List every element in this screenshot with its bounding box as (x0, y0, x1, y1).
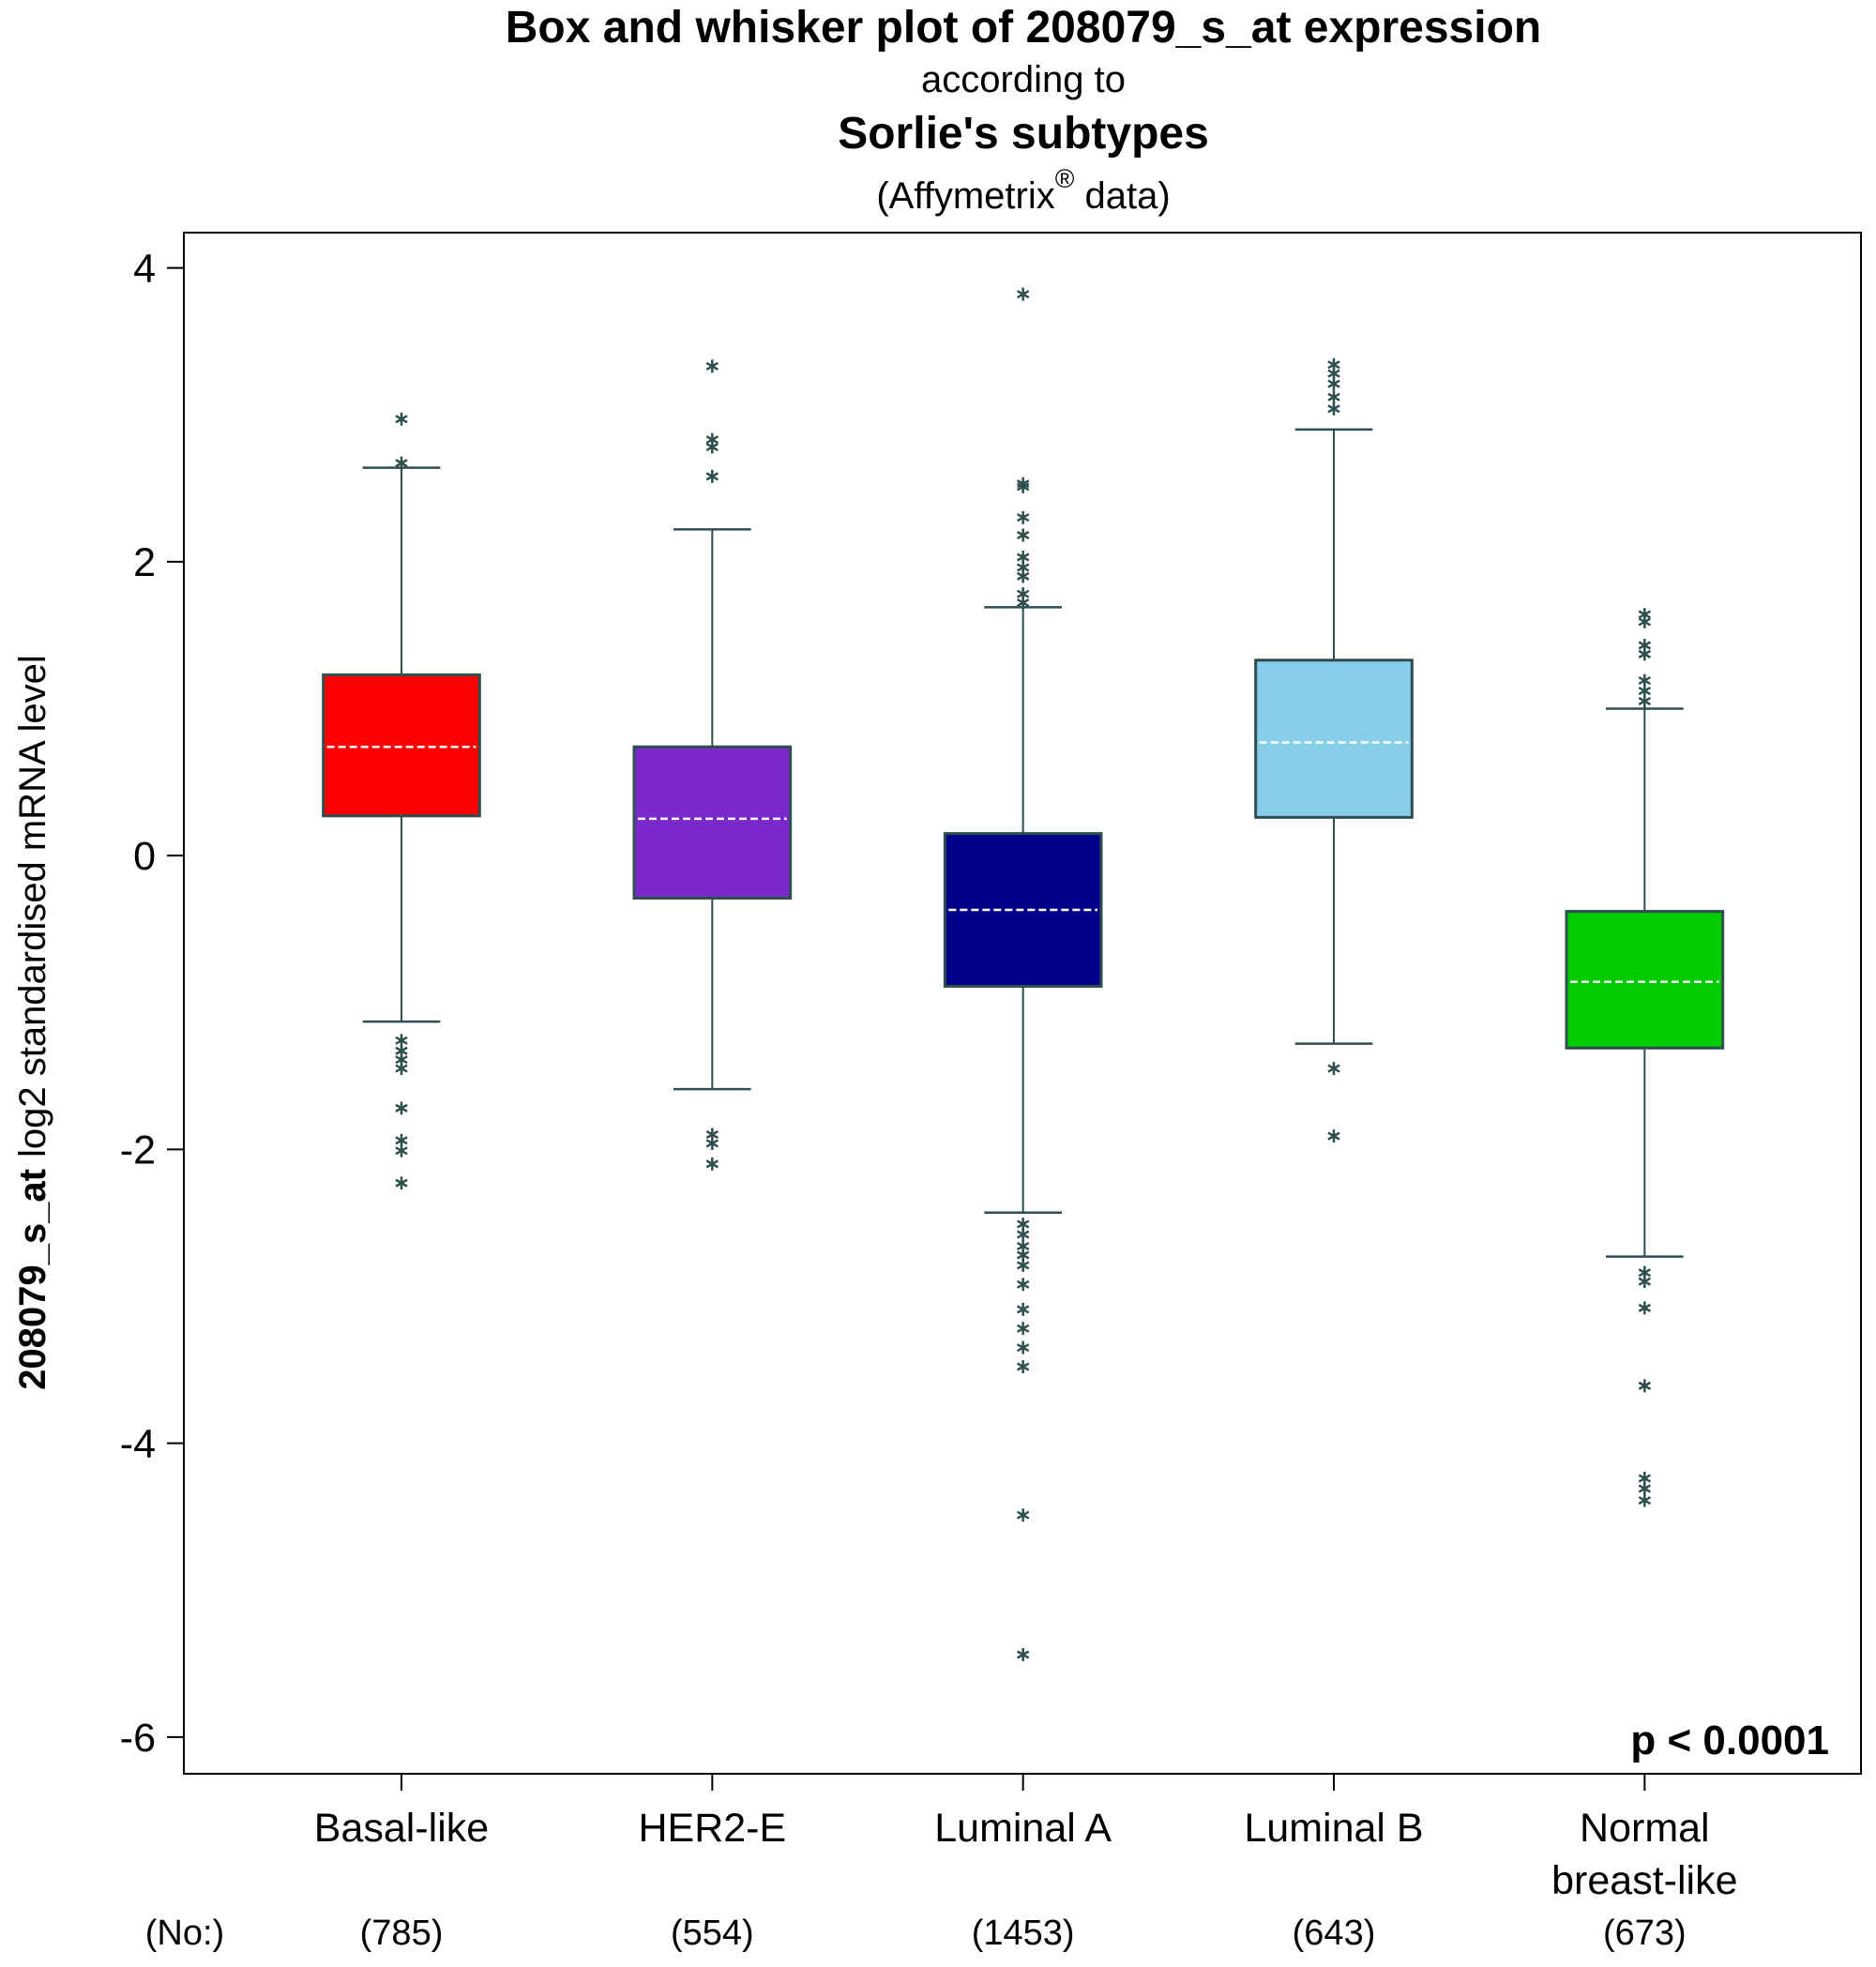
outlier (1638, 1379, 1652, 1393)
subtitle-part: data) (1074, 175, 1170, 217)
outlier (1016, 1360, 1030, 1374)
outlier (705, 1157, 719, 1171)
outlier (1016, 1228, 1030, 1242)
outlier (395, 1143, 408, 1158)
outlier (1638, 647, 1652, 661)
box (322, 673, 481, 818)
outlier (1327, 401, 1340, 416)
outlier (1016, 1648, 1030, 1661)
y-tick-label: 2 (133, 540, 156, 585)
y-tick-label: -4 (120, 1422, 156, 1467)
outlier (1327, 1062, 1340, 1076)
outlier (1016, 1508, 1030, 1522)
y-axis-label-text: log2 standardised mRNA level (12, 655, 53, 1158)
x-tick-label: Luminal B (1244, 1806, 1423, 1851)
outlier (395, 1176, 408, 1190)
x-tick-label: Basal-like (314, 1806, 489, 1851)
counts-label: (No:) (145, 1914, 224, 1953)
outlier (705, 440, 719, 454)
x-tick-label: breast-like (1551, 1858, 1737, 1903)
subtitle-sup: ® (1055, 164, 1075, 193)
outlier (1638, 694, 1652, 708)
outlier (395, 1101, 408, 1115)
outlier (1327, 390, 1340, 404)
outlier (1016, 1278, 1030, 1292)
box (1565, 910, 1725, 1050)
outlier (1016, 1340, 1030, 1354)
count-label: (673) (1603, 1914, 1687, 1953)
chart-title-2: Sorlie's subtypes (838, 109, 1209, 159)
p-value: p < 0.0001 (1630, 1717, 1829, 1763)
outlier (1638, 1275, 1652, 1289)
outlier (1638, 1493, 1652, 1507)
outlier (705, 469, 719, 483)
outlier (705, 359, 719, 373)
box (632, 745, 793, 900)
subtitle-part: (Affymetrix (876, 175, 1054, 217)
x-tick-label: Luminal A (934, 1806, 1112, 1851)
count-label: (785) (360, 1914, 444, 1953)
outlier (1638, 1482, 1652, 1496)
chart-subtitle: according to (921, 59, 1126, 100)
count-label: (643) (1293, 1914, 1376, 1953)
outlier (1016, 1322, 1030, 1336)
y-tick-label: -6 (120, 1716, 156, 1761)
outlier (395, 456, 408, 470)
outlier (1638, 1301, 1652, 1315)
outlier (1327, 377, 1340, 391)
outlier (1638, 614, 1652, 628)
outlier (395, 412, 408, 426)
outlier (1016, 528, 1030, 542)
outlier (1016, 510, 1030, 524)
y-tick-label: -2 (120, 1127, 156, 1173)
chart-title: Box and whisker plot of 208079_s_at expr… (506, 3, 1541, 53)
outlier (1016, 479, 1030, 493)
x-tick-label: Normal (1580, 1806, 1710, 1851)
outlier (705, 1136, 719, 1150)
outlier (1016, 569, 1030, 583)
x-tick-label: HER2-E (638, 1806, 786, 1851)
outlier (1016, 287, 1030, 301)
y-axis-label-bold: 208079_s_at (12, 1169, 53, 1390)
y-axis-label: 208079_s_at log2 standardised mRNA level (12, 655, 53, 1390)
count-label: (554) (671, 1914, 754, 1953)
y-tick-label: 4 (133, 247, 156, 292)
outlier (1016, 1258, 1030, 1272)
outlier (1016, 1302, 1030, 1316)
outlier (395, 1062, 408, 1076)
chart-subtitle-2: (Affymetrix® data) (876, 164, 1170, 217)
box (1254, 658, 1414, 819)
outlier (1327, 1129, 1340, 1143)
outlier (1016, 596, 1030, 610)
count-label: (1453) (972, 1914, 1075, 1953)
y-tick-label: 0 (133, 834, 156, 879)
